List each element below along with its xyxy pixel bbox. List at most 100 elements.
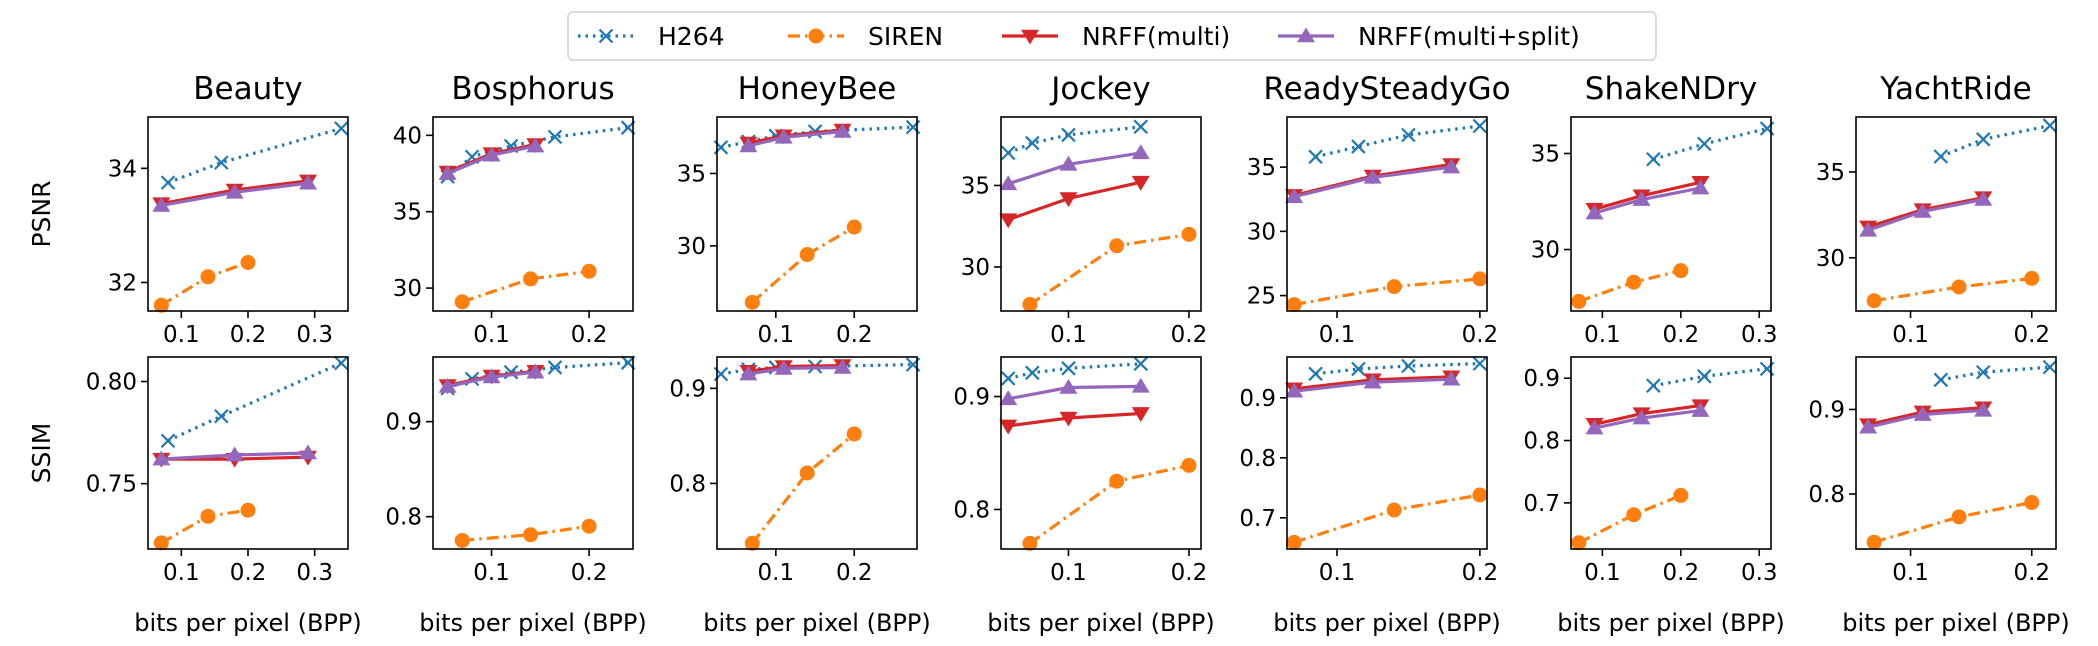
- x-tick-label: 0.1: [473, 560, 510, 586]
- legend-marker-nrff-multi-split: [1297, 27, 1315, 43]
- data-point: [999, 175, 1018, 191]
- panel-jockey: Jockey 30 35 0.1 0.2 0.8 0.9 0.1 0.2 bits per pix…: [953, 71, 1214, 637]
- series-siren: [1571, 263, 1689, 309]
- data-point: [214, 408, 229, 424]
- data-point: [152, 196, 171, 212]
- axes-frame: [1570, 356, 1772, 550]
- series-line: [751, 432, 856, 545]
- data-point: [1386, 279, 1402, 295]
- x-tick-label: 0.2: [1663, 560, 1700, 586]
- y-tick-label: 0.9: [1808, 397, 1845, 423]
- y-tick-label: 0.9: [1239, 386, 1276, 412]
- x-tick-label: 0.2: [571, 560, 608, 586]
- data-point: [1133, 356, 1149, 372]
- x-tick-label: 0.1: [758, 560, 795, 586]
- data-point: [526, 363, 545, 379]
- series-siren: [1286, 487, 1488, 550]
- data-point: [1363, 168, 1382, 184]
- x-tick-label: 0.1: [1319, 322, 1356, 348]
- psnr-axes: 32 34 0.1 0.2 0.3: [108, 116, 349, 348]
- data-point: [526, 137, 545, 153]
- data-point: [1626, 274, 1642, 290]
- legend-entry-siren: SIREN: [788, 22, 943, 51]
- panel-title: HoneyBee: [738, 71, 897, 107]
- x-axis-label: bits per pixel (BPP): [1273, 609, 1501, 637]
- series-h264: [1308, 118, 1488, 165]
- data-point: [1673, 263, 1689, 279]
- series-siren: [1866, 494, 2040, 550]
- x-tick-label: 0.3: [296, 560, 333, 586]
- data-point: [2042, 359, 2058, 375]
- data-point: [1022, 296, 1038, 312]
- data-point: [1286, 297, 1302, 313]
- x-tick-label: 0.2: [230, 322, 267, 348]
- data-point: [1472, 356, 1488, 371]
- data-point: [482, 146, 501, 162]
- axes-frame: [716, 116, 918, 312]
- data-point: [1866, 293, 1882, 309]
- series-siren: [454, 518, 597, 548]
- data-point: [1951, 509, 1967, 525]
- data-point: [1913, 405, 1932, 421]
- data-point: [1131, 407, 1150, 423]
- data-point: [744, 294, 760, 310]
- row-labels: PSNR SSIM: [27, 180, 56, 483]
- series-siren: [153, 255, 256, 313]
- data-point: [1933, 149, 1949, 164]
- y-tick-label: 30: [1816, 246, 1845, 272]
- x-tick-label: 0.1: [1050, 322, 1087, 348]
- legend-entry-nrff-multi: NRFF(multi): [1002, 22, 1230, 51]
- axes-frame: [1570, 116, 1772, 312]
- legend-marker-siren: [808, 28, 824, 44]
- series-nrff-multi-split: [739, 358, 852, 381]
- data-point: [1951, 279, 1967, 295]
- series-nrff-multi-split: [152, 174, 317, 212]
- series-nrff-multi-split: [1859, 401, 1993, 434]
- data-point: [1697, 136, 1712, 152]
- series-line: [1028, 463, 1190, 545]
- data-point: [1109, 473, 1125, 489]
- series-siren: [454, 263, 597, 310]
- series-line: [751, 225, 856, 304]
- legend-label-siren: SIREN: [868, 22, 943, 51]
- data-point: [581, 263, 597, 279]
- series-line: [1293, 277, 1481, 307]
- series-line: [160, 260, 249, 307]
- series-line: [1315, 124, 1481, 159]
- data-point: [1059, 192, 1078, 208]
- series-h264: [1000, 356, 1149, 386]
- data-point: [1585, 419, 1604, 435]
- data-point: [200, 508, 216, 524]
- data-point: [523, 271, 539, 287]
- x-tick-label: 0.1: [758, 322, 795, 348]
- data-point: [225, 446, 244, 462]
- x-tick-label: 0.1: [163, 560, 200, 586]
- y-tick-label: 25: [1247, 284, 1276, 310]
- data-point: [1646, 378, 1661, 393]
- series-line: [1873, 276, 2032, 303]
- x-tick-label: 0.1: [1319, 560, 1356, 586]
- data-point: [833, 358, 852, 374]
- data-point: [1386, 502, 1402, 518]
- series-nrff-multi-split: [739, 122, 852, 153]
- panel-title: Bosphorus: [451, 71, 614, 107]
- y-tick-label: 40: [393, 123, 422, 149]
- data-point: [438, 377, 457, 393]
- data-point: [547, 129, 563, 145]
- ssim-axes: 0.8 0.9 0.1 0.2: [385, 355, 636, 586]
- ssim-axes: 0.7 0.8 0.9 0.1 0.2 0.3: [1523, 356, 1778, 586]
- series-nrff-multi-split: [999, 377, 1150, 406]
- psnr-axes: 30 35 0.1 0.2: [1816, 116, 2058, 348]
- x-axis-label: bits per pixel (BPP): [987, 609, 1215, 637]
- y-tick-label: 0.8: [953, 497, 990, 523]
- axes-frame: [716, 356, 918, 550]
- data-point: [1061, 127, 1076, 143]
- data-point: [1859, 418, 1878, 434]
- ssim-axes: 0.8 0.9 0.1 0.2: [953, 356, 1207, 586]
- y-tick-label: 35: [393, 200, 422, 226]
- legend-frame: [567, 11, 1657, 61]
- data-point: [1351, 361, 1366, 377]
- data-point: [152, 450, 171, 466]
- y-tick-label: 0.8: [385, 505, 422, 531]
- data-point: [774, 128, 793, 144]
